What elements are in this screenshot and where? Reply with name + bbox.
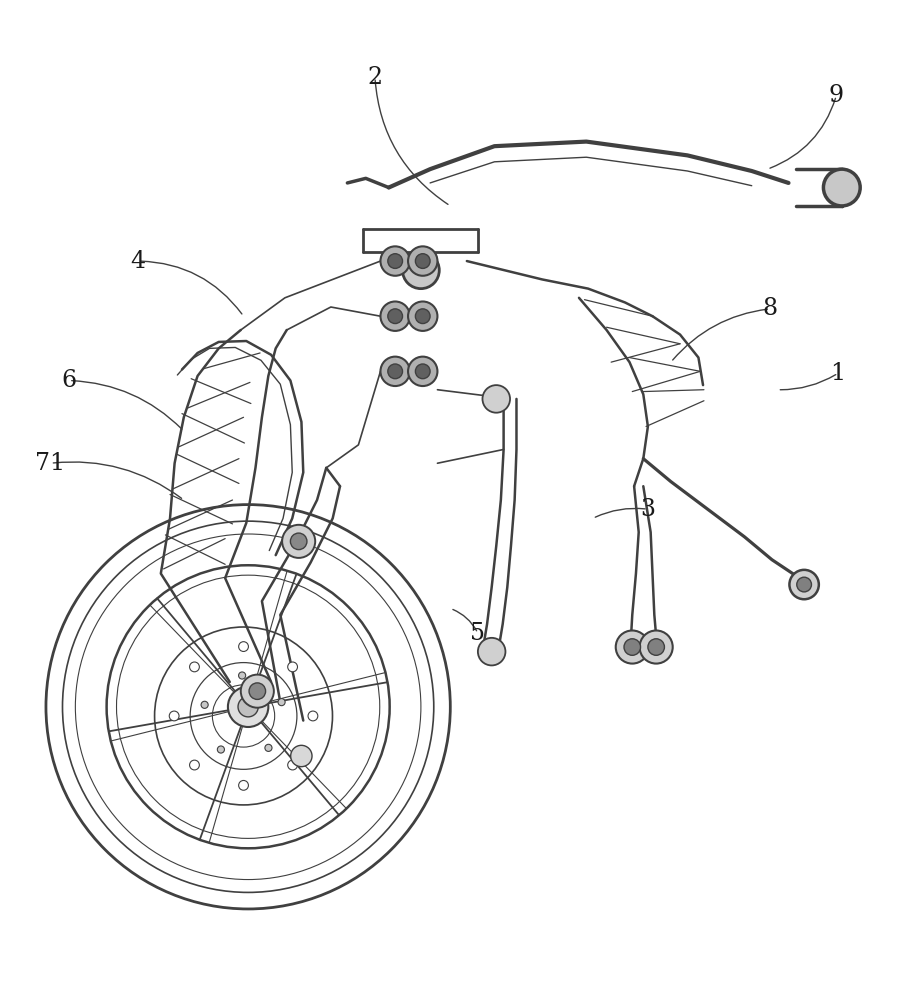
Circle shape (415, 254, 430, 268)
Circle shape (217, 746, 224, 753)
Circle shape (482, 385, 510, 413)
Circle shape (239, 672, 245, 679)
Circle shape (624, 639, 641, 655)
Circle shape (640, 630, 673, 664)
Circle shape (290, 533, 307, 550)
Circle shape (408, 301, 437, 331)
Circle shape (288, 760, 298, 770)
Circle shape (823, 169, 860, 206)
Circle shape (238, 697, 258, 717)
Circle shape (388, 309, 403, 324)
Circle shape (288, 662, 298, 672)
Circle shape (241, 675, 274, 708)
Circle shape (616, 630, 649, 664)
Circle shape (265, 744, 272, 751)
Circle shape (408, 246, 437, 276)
Text: 2: 2 (368, 66, 382, 89)
Circle shape (789, 570, 819, 599)
Text: 3: 3 (641, 498, 655, 521)
Circle shape (388, 254, 403, 268)
Circle shape (308, 711, 318, 721)
Circle shape (478, 638, 505, 665)
Text: 4: 4 (130, 250, 145, 273)
Circle shape (415, 364, 430, 379)
Circle shape (201, 701, 209, 708)
Text: 5: 5 (471, 622, 485, 645)
Circle shape (282, 525, 315, 558)
Circle shape (380, 246, 410, 276)
Circle shape (403, 252, 439, 289)
Circle shape (290, 745, 312, 767)
Text: 6: 6 (62, 369, 76, 392)
Circle shape (388, 364, 403, 379)
Circle shape (189, 662, 199, 672)
Circle shape (169, 711, 179, 721)
Circle shape (380, 301, 410, 331)
Circle shape (648, 639, 664, 655)
Circle shape (797, 577, 811, 592)
Circle shape (189, 760, 199, 770)
Text: 9: 9 (829, 84, 844, 107)
Circle shape (228, 687, 268, 727)
Circle shape (278, 699, 285, 706)
Circle shape (249, 683, 266, 699)
Text: 1: 1 (831, 362, 845, 385)
Text: 8: 8 (763, 297, 777, 320)
Text: 71: 71 (36, 452, 65, 475)
Circle shape (380, 357, 410, 386)
Circle shape (239, 780, 248, 790)
Circle shape (239, 642, 248, 651)
Circle shape (415, 309, 430, 324)
Circle shape (408, 357, 437, 386)
